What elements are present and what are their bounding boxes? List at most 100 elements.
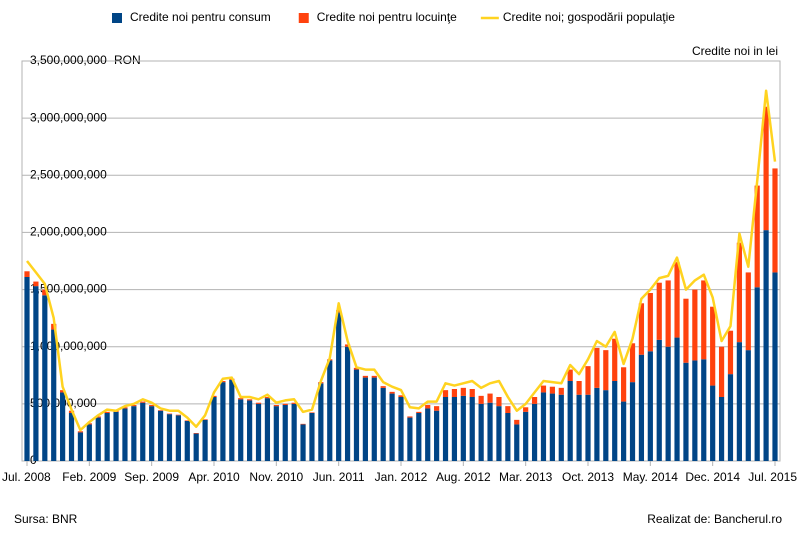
- bar: [282, 403, 288, 405]
- bar: [300, 423, 306, 425]
- bar: [531, 403, 538, 461]
- bar: [202, 419, 208, 461]
- bar: [434, 410, 440, 461]
- bar: [77, 431, 84, 433]
- bar: [193, 433, 199, 461]
- bar: [692, 360, 698, 461]
- bar: [309, 413, 315, 461]
- bar: [229, 379, 235, 461]
- bar: [603, 390, 609, 461]
- source: Sursa: BNR: [14, 512, 78, 526]
- bar: [656, 339, 662, 461]
- bar: [104, 413, 110, 461]
- bar: [193, 433, 199, 434]
- bar: [407, 417, 413, 461]
- bar: [549, 393, 555, 461]
- bar: [353, 369, 360, 461]
- bar: [692, 289, 698, 361]
- bar: [549, 386, 555, 394]
- bar: [407, 416, 413, 418]
- bar: [772, 168, 778, 273]
- annotation: Credite noi in lei: [692, 44, 778, 58]
- bar: [442, 390, 449, 397]
- bar: [487, 393, 493, 403]
- bar: [710, 306, 716, 386]
- bar: [336, 312, 342, 461]
- x-tick-label: Nov. 2010: [249, 470, 303, 484]
- bar: [42, 289, 48, 296]
- bar: [220, 382, 226, 461]
- bar: [247, 399, 253, 401]
- bar: [60, 390, 66, 393]
- y-tick-label: 1,500,000,000: [30, 282, 107, 296]
- bar: [42, 295, 48, 461]
- bar: [113, 411, 119, 461]
- bar: [344, 344, 351, 347]
- y-unit: RON: [114, 53, 141, 67]
- bar: [371, 375, 377, 378]
- bar: [77, 432, 84, 461]
- bar: [496, 397, 502, 407]
- bar: [24, 271, 30, 277]
- bar: [585, 366, 591, 395]
- bar: [344, 346, 351, 461]
- bar: [175, 415, 181, 461]
- x-tick-label: Feb. 2009: [62, 470, 116, 484]
- bar: [211, 395, 217, 397]
- bar: [469, 389, 475, 397]
- bar: [451, 389, 458, 397]
- bar: [398, 395, 404, 397]
- bar: [727, 374, 734, 461]
- bar: [51, 329, 57, 461]
- bar: [621, 367, 627, 402]
- bar: [736, 342, 742, 461]
- bar: [24, 277, 30, 461]
- bar: [469, 397, 475, 461]
- bar: [629, 343, 636, 383]
- bar: [674, 337, 680, 461]
- bar: [603, 350, 609, 391]
- bar: [33, 281, 39, 287]
- bar: [353, 367, 360, 370]
- bar: [754, 185, 760, 288]
- bar: [140, 402, 146, 461]
- bar: [95, 417, 101, 461]
- bar: [710, 385, 716, 461]
- bar: [718, 397, 725, 461]
- x-tick-label: Sep. 2009: [124, 470, 179, 484]
- legend-swatch: [298, 13, 309, 23]
- bar: [68, 413, 75, 461]
- y-tick-label: 3,000,000,000: [30, 110, 107, 124]
- bar: [558, 394, 564, 461]
- bar: [638, 303, 645, 355]
- bar: [567, 369, 573, 381]
- bar: [540, 392, 547, 461]
- bar: [380, 387, 386, 461]
- bar: [612, 338, 618, 381]
- bar: [371, 377, 377, 461]
- bar: [131, 406, 137, 461]
- bar: [247, 400, 253, 461]
- bar: [291, 402, 297, 404]
- bar: [389, 393, 395, 461]
- bar: [612, 381, 618, 461]
- x-tick-label: May. 2014: [623, 470, 678, 484]
- bar: [175, 414, 181, 416]
- bar: [745, 350, 751, 461]
- bar: [594, 347, 600, 388]
- x-tick-label: Jan. 2012: [375, 470, 428, 484]
- bar: [273, 406, 279, 461]
- bar: [86, 424, 92, 461]
- legend-label: Credite noi pentru locuinţe: [317, 10, 457, 24]
- bar: [273, 405, 279, 407]
- x-tick-label: Aug. 2012: [436, 470, 491, 484]
- bar: [122, 407, 128, 409]
- bar: [157, 410, 164, 461]
- bar: [656, 282, 662, 340]
- bar: [514, 424, 520, 461]
- y-tick-label: 1,000,000,000: [30, 339, 107, 353]
- x-tick-label: Dec. 2014: [685, 470, 740, 484]
- bar: [398, 397, 404, 461]
- bar: [166, 414, 173, 461]
- bar: [238, 399, 244, 461]
